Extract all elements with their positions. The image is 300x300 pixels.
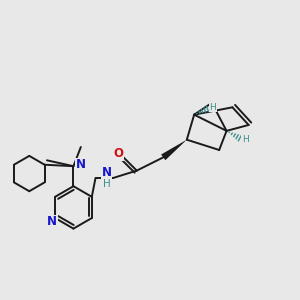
Text: H: H <box>242 135 248 144</box>
Text: N: N <box>47 215 57 228</box>
Polygon shape <box>161 140 187 160</box>
Text: H: H <box>209 103 216 112</box>
Text: N: N <box>102 166 112 179</box>
Text: O: O <box>113 147 123 160</box>
Text: N: N <box>76 158 86 171</box>
Text: H: H <box>103 179 111 189</box>
